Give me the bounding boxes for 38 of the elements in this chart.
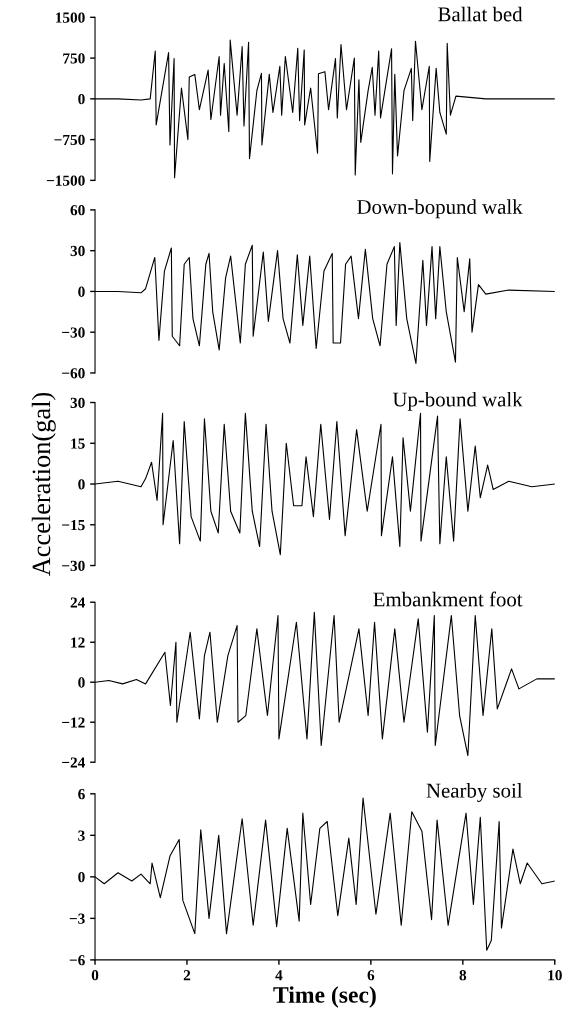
x-axis-title: Time (sec) xyxy=(273,986,376,1008)
y-tick-label: −1500 xyxy=(46,175,85,186)
y-tick-label: 60 xyxy=(70,205,85,216)
y-tick-label: 0 xyxy=(78,871,85,883)
y-tick-label: 0 xyxy=(78,286,85,297)
y-tick-label: 30 xyxy=(70,245,85,257)
y-tick-label: −3 xyxy=(69,913,85,924)
y-tick-label: −24 xyxy=(62,757,86,768)
y-tick-label: −30 xyxy=(62,560,85,571)
y-tick-label: 750 xyxy=(63,53,85,64)
chart-title: Embankment foot xyxy=(373,591,523,607)
y-tick-label: 12 xyxy=(71,637,85,648)
x-tick-label: 10 xyxy=(548,970,562,981)
y-tick-label: −6 xyxy=(69,955,85,966)
chart-title: Down-bopund walk xyxy=(357,199,523,219)
y-axis-title: Acceleration(gal) xyxy=(31,392,56,577)
y-tick-label: −30 xyxy=(62,327,85,338)
chart-title: Ballat bed xyxy=(438,6,523,22)
y-tick-label: 1500 xyxy=(55,12,85,23)
x-tick-label: 6 xyxy=(367,970,375,981)
x-tick-label: 2 xyxy=(183,970,191,981)
y-tick-label: 0 xyxy=(78,677,85,688)
y-tick-label: −750 xyxy=(54,134,85,146)
y-tick-label: −15 xyxy=(62,520,85,531)
x-tick-label: 4 xyxy=(275,970,283,981)
x-tick-label: 8 xyxy=(459,970,467,981)
y-tick-label: 15 xyxy=(71,438,85,449)
y-tick-label: −60 xyxy=(62,368,85,379)
y-tick-label: 6 xyxy=(78,788,85,800)
chart-title: Nearby soil xyxy=(426,783,523,802)
y-tick-label: 0 xyxy=(78,93,85,105)
y-tick-label: 3 xyxy=(78,830,85,841)
y-tick-label: −12 xyxy=(62,717,85,728)
x-tick-label: 0 xyxy=(91,970,99,981)
chart-title: Up-bound walk xyxy=(392,391,523,411)
y-tick-label: 24 xyxy=(70,597,86,608)
y-tick-label: 30 xyxy=(70,397,85,408)
y-tick-label: 0 xyxy=(78,479,85,490)
